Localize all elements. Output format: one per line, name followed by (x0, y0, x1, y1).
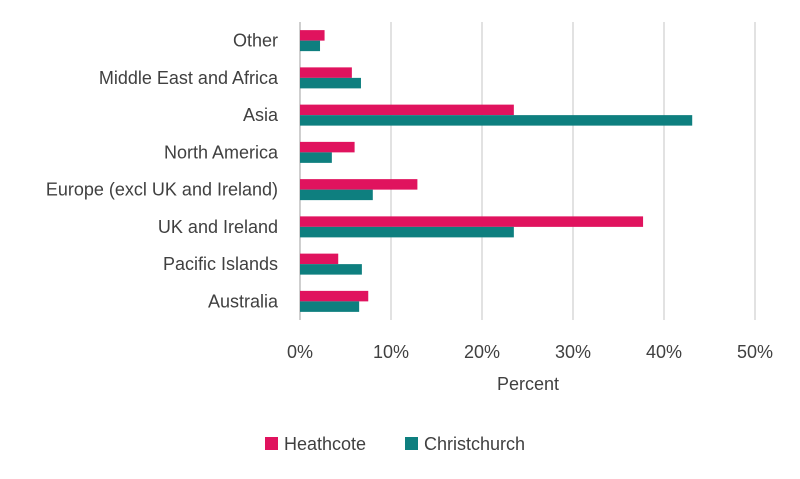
category-labels: Other Middle East and Africa Asia North Ame… (46, 31, 279, 312)
category-label: Pacific Islands (163, 254, 278, 274)
category-label: Australia (208, 291, 279, 311)
x-tick-label: 20% (464, 342, 500, 362)
category-label: Other (233, 31, 278, 51)
legend-label-heathcote: Heathcote (284, 434, 366, 454)
bar-heathcote-1 (300, 67, 352, 78)
bar-christchurch-3 (300, 152, 332, 163)
x-tick-label: 10% (373, 342, 409, 362)
bar-heathcote-6 (300, 253, 339, 265)
category-label: Middle East and Africa (99, 68, 279, 88)
category-label: Asia (243, 105, 279, 125)
x-tick-labels: 0% 10% 20% 30% 40% 50% (287, 342, 773, 362)
category-label: UK and Ireland (158, 217, 278, 237)
legend-swatch-christchurch (405, 437, 418, 450)
x-tick-label: 40% (646, 342, 682, 362)
legend: Heathcote Christchurch (265, 434, 525, 454)
bar-heathcote-5 (300, 216, 644, 227)
legend-swatch-heathcote (265, 437, 278, 450)
bar-christchurch-1 (300, 77, 361, 89)
bar-heathcote-7 (300, 290, 369, 302)
category-label: Europe (excl UK and Ireland) (46, 180, 278, 200)
bar-christchurch-7 (300, 301, 360, 312)
x-tick-label: 0% (287, 342, 313, 362)
x-tick-label: 30% (555, 342, 591, 362)
x-axis-title: Percent (497, 374, 559, 394)
bar-christchurch-4 (300, 189, 373, 201)
x-tick-label: 50% (737, 342, 773, 362)
category-label: North America (164, 142, 279, 162)
bar-christchurch-0 (300, 40, 321, 52)
bar-heathcote-4 (300, 179, 418, 190)
gridlines (299, 22, 756, 320)
bar-christchurch-6 (300, 264, 362, 275)
bar-heathcote-0 (300, 30, 325, 41)
bar-christchurch-2 (300, 115, 693, 126)
bar-heathcote-2 (300, 104, 514, 116)
bars (300, 30, 693, 312)
bar-heathcote-3 (300, 141, 355, 153)
bar-christchurch-5 (300, 226, 514, 238)
legend-label-christchurch: Christchurch (424, 434, 525, 454)
